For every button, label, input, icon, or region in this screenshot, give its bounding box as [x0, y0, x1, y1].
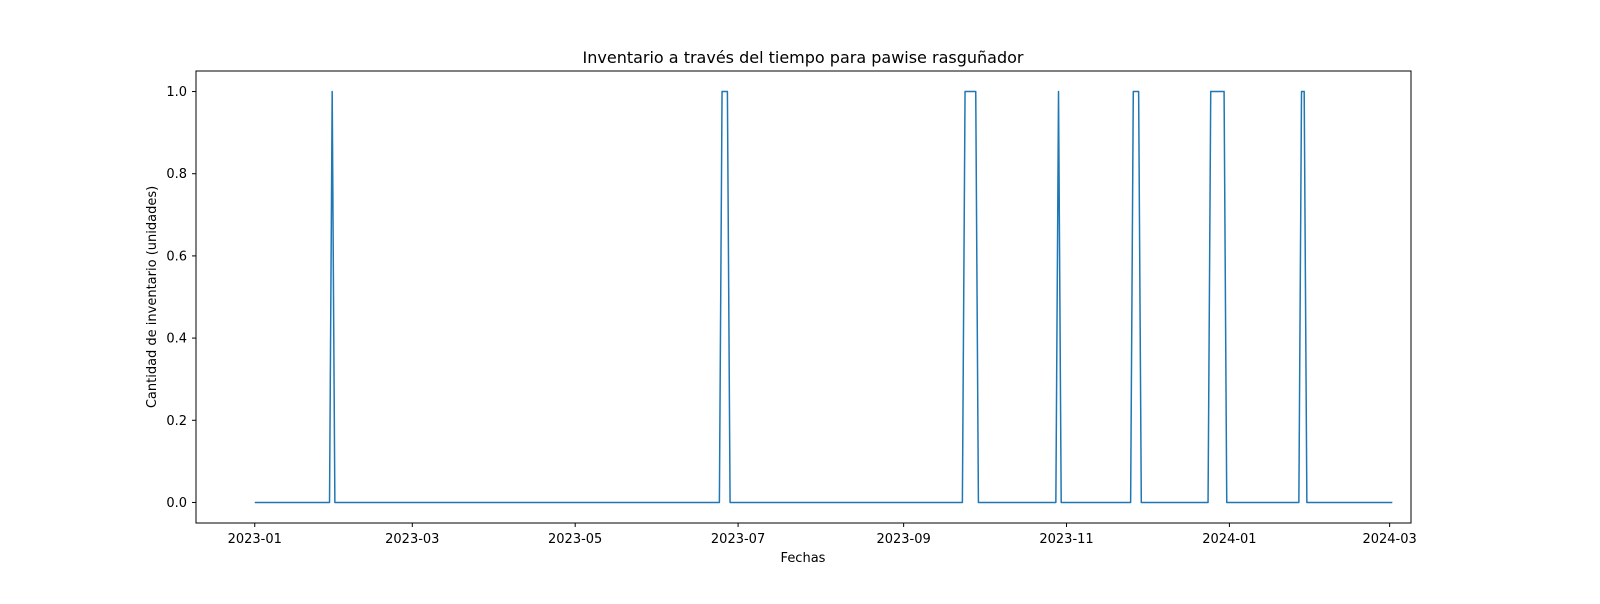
series-line — [254, 90, 1393, 504]
x-axis: 2023-01 2023-03 2023-05 2023-07 2023-09 2023-… — [228, 523, 1417, 547]
plot-frame — [195, 70, 1412, 524]
x-tick-label: 2024-03 — [1362, 532, 1416, 547]
y-tick-label: 0.2 — [166, 414, 187, 429]
y-tick-label: 0.6 — [166, 249, 187, 264]
plot-area — [254, 90, 1393, 504]
x-tick-label: 2023-01 — [228, 532, 282, 547]
y-tick-label: 0.4 — [166, 332, 187, 347]
x-tick-label: 2023-11 — [1039, 532, 1093, 547]
x-tick-label: 2023-03 — [385, 532, 439, 547]
y-tick-label: 0.8 — [166, 167, 187, 182]
x-tick-label: 2024-01 — [1202, 532, 1256, 547]
y-axis: 0.0 0.2 0.4 0.6 0.8 1.0 — [166, 85, 196, 511]
chart-title: Inventario a través del tiempo para pawi… — [583, 48, 1024, 67]
x-tick-label: 2023-05 — [548, 532, 602, 547]
x-axis-label: Fechas — [781, 551, 826, 566]
x-tick-label: 2023-07 — [711, 532, 765, 547]
y-axis-label: Cantidad de inventario (unidades) — [145, 186, 160, 408]
x-tick-label: 2023-09 — [876, 532, 930, 547]
y-tick-label: 1.0 — [166, 85, 187, 100]
y-tick-label: 0.0 — [166, 496, 187, 511]
